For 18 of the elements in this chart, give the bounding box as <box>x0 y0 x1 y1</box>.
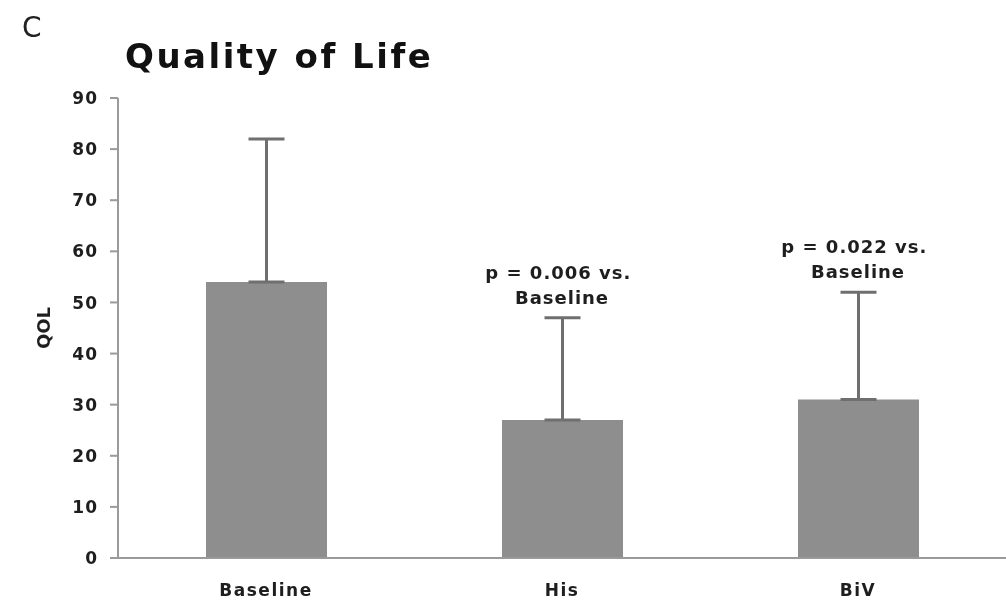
x-tick-label: His <box>544 580 580 601</box>
y-tick-label: 0 <box>85 548 98 569</box>
x-tick-label: Baseline <box>219 580 313 601</box>
y-tick-label: 70 <box>72 190 98 211</box>
y-axis-title: QOL <box>33 306 54 350</box>
y-tick-label: 50 <box>72 292 98 313</box>
y-tick-label: 80 <box>72 139 98 160</box>
y-tick-label: 10 <box>72 497 98 518</box>
annotation: p = 0.006 vs. Baseline <box>485 261 639 308</box>
y-tick-label: 20 <box>72 445 98 466</box>
annotation: p = 0.022 vs. Baseline <box>781 236 935 283</box>
y-tick-label: 30 <box>72 394 98 415</box>
chart-title: Quality of Life <box>125 36 434 76</box>
text: C <box>22 11 42 44</box>
x-tick-label: BiV <box>839 580 877 601</box>
y-tick-label: 90 <box>72 88 98 109</box>
y-tick-label: 40 <box>72 343 98 364</box>
y-tick-label: 60 <box>72 241 98 262</box>
